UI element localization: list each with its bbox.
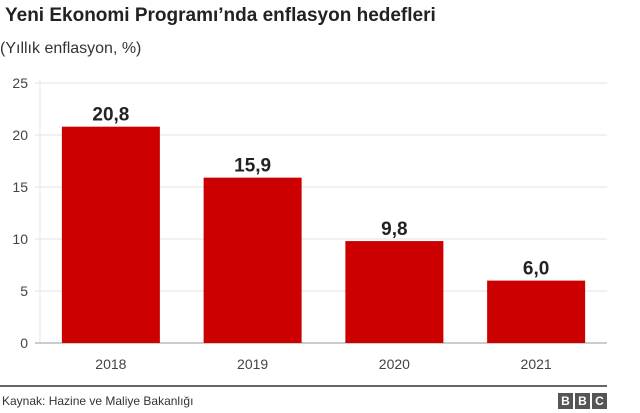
y-tick-label: 5 bbox=[20, 283, 28, 299]
bbc-logo-letter: C bbox=[592, 393, 607, 409]
x-tick-label: 2020 bbox=[379, 356, 410, 372]
bbc-logo: B B C bbox=[558, 393, 607, 409]
data-label: 6,0 bbox=[523, 259, 549, 280]
y-tick-label: 10 bbox=[12, 231, 28, 247]
y-tick-label: 20 bbox=[12, 127, 28, 143]
bar bbox=[345, 241, 444, 343]
x-tick-label: 2021 bbox=[521, 356, 552, 372]
x-tick-label: 2018 bbox=[95, 356, 126, 372]
y-tick-label: 0 bbox=[20, 335, 28, 351]
y-tick-label: 15 bbox=[12, 179, 28, 195]
data-label: 15,9 bbox=[234, 156, 271, 177]
bbc-logo-letter: B bbox=[558, 393, 573, 409]
bar bbox=[487, 280, 586, 343]
bbc-logo-letter: B bbox=[575, 393, 590, 409]
source-text: Kaynak: Hazine ve Maliye Bakanlığı bbox=[2, 394, 194, 408]
chart-subtitle: (Yıllık enflasyon, %) bbox=[0, 40, 142, 57]
x-tick-label: 2019 bbox=[237, 356, 268, 372]
data-label: 20,8 bbox=[92, 105, 129, 126]
chart-title: Yeni Ekonomi Programı’nda enflasyon hede… bbox=[5, 5, 436, 26]
y-tick-label: 25 bbox=[12, 75, 28, 91]
bar bbox=[203, 177, 302, 343]
bar bbox=[61, 126, 160, 344]
data-label: 9,8 bbox=[381, 219, 407, 240]
footer-divider bbox=[0, 385, 607, 387]
